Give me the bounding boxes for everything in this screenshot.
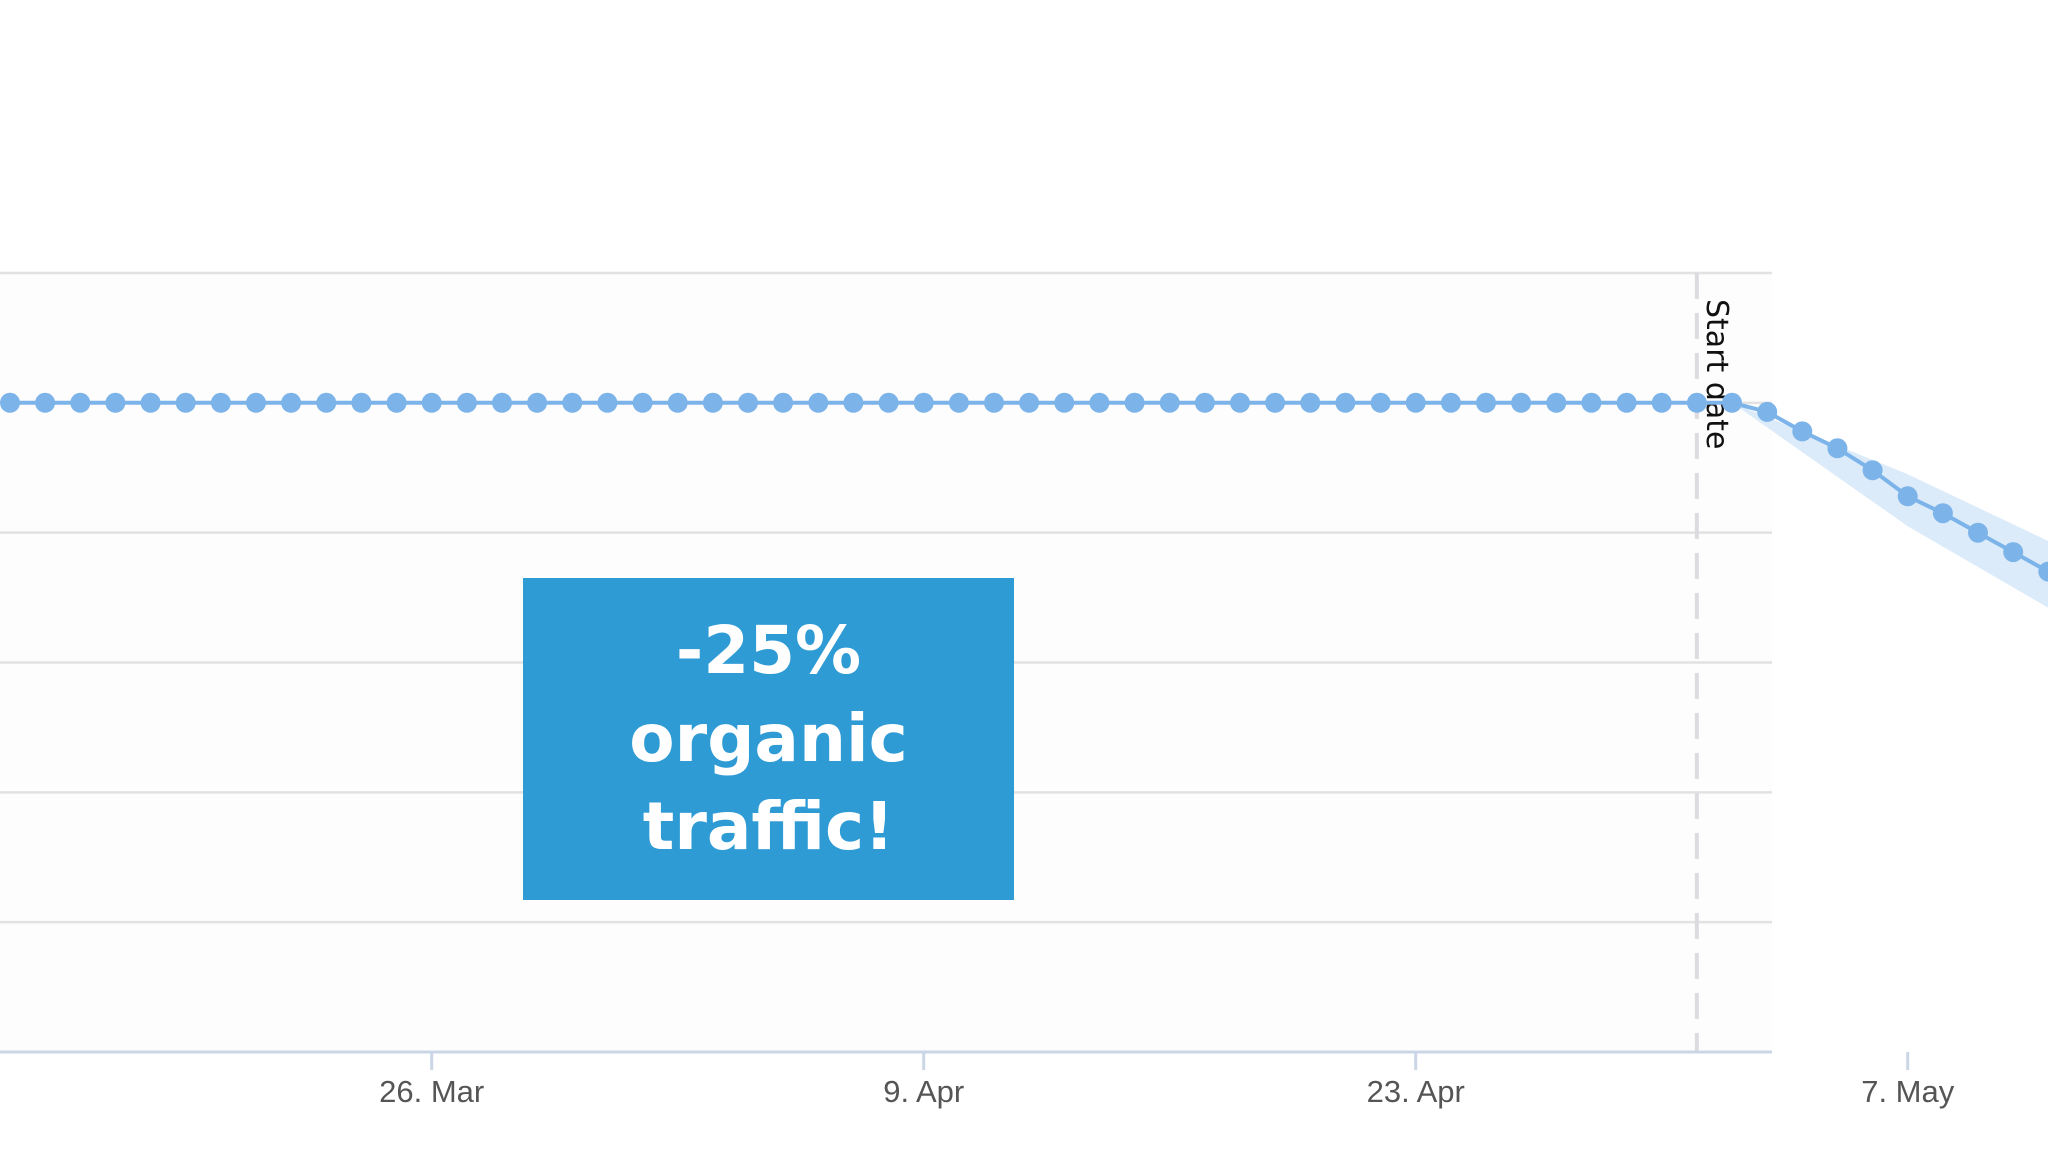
data-point [2038, 561, 2048, 582]
data-point [632, 392, 653, 413]
data-point [246, 392, 266, 413]
callout-line-traffic: traffic! [642, 788, 895, 865]
data-point [738, 392, 758, 413]
data-point [597, 392, 618, 413]
data-point [1019, 392, 1040, 413]
data-point [1757, 401, 1778, 422]
data-point [984, 392, 1004, 413]
callout-line-organic: organic [629, 700, 908, 777]
data-point [1546, 392, 1567, 413]
data-point [492, 392, 512, 413]
start-date-label: Start date [1699, 299, 1734, 449]
data-point [0, 392, 20, 413]
data-point [70, 392, 91, 413]
data-point [808, 392, 829, 413]
data-point [562, 392, 583, 413]
data-point [948, 392, 969, 413]
data-point [1616, 392, 1637, 413]
data-point [1265, 392, 1286, 413]
data-point [1089, 392, 1110, 413]
data-point [1335, 392, 1356, 413]
data-point [1968, 522, 1988, 543]
data-point [1230, 392, 1250, 413]
data-point [1932, 503, 1953, 524]
data-point [1159, 392, 1180, 413]
data-point [1651, 392, 1672, 413]
data-point [773, 392, 794, 413]
data-point [316, 392, 337, 413]
data-point [527, 392, 548, 413]
data-point [1511, 392, 1532, 413]
data-point [140, 392, 161, 413]
data-point [878, 392, 899, 413]
data-point [1722, 392, 1742, 413]
data-point [1862, 460, 1883, 481]
series-line [10, 400, 2048, 574]
x-tick-label: 7. May [1861, 1074, 1955, 1109]
data-point [1686, 392, 1707, 413]
data-point [1054, 392, 1075, 413]
x-tick-label: 9. Apr [883, 1074, 964, 1109]
data-point [1405, 392, 1426, 413]
data-point [1897, 486, 1918, 507]
data-point [351, 392, 372, 413]
data-point [1370, 392, 1391, 413]
data-point [281, 392, 302, 413]
callout-percent: -25% [675, 612, 862, 689]
data-point [702, 392, 723, 413]
data-point [1792, 421, 1813, 442]
confidence-band [1732, 402, 2048, 608]
confidence-band-layer [1732, 402, 2048, 608]
data-point [1581, 392, 1602, 413]
data-point [1300, 392, 1321, 413]
data-point [1827, 438, 1848, 459]
data-point [1440, 392, 1461, 413]
data-point [421, 392, 442, 413]
data-point [2003, 542, 2024, 563]
data-point [35, 392, 56, 413]
traffic-drop-callout: -25% organic traffic! [523, 578, 1014, 900]
data-point [667, 392, 688, 413]
data-point [210, 392, 231, 413]
data-point [175, 392, 196, 413]
data-point [843, 392, 864, 413]
data-point [913, 392, 934, 413]
data-point [456, 392, 477, 413]
data-point [1476, 392, 1496, 413]
series-layer [0, 392, 2048, 582]
data-point [105, 392, 126, 413]
data-point [1194, 392, 1215, 413]
data-point [386, 392, 407, 413]
x-tick-label: 26. Mar [379, 1074, 484, 1109]
x-tick-label: 23. Apr [1367, 1074, 1465, 1109]
data-point [1124, 392, 1145, 413]
